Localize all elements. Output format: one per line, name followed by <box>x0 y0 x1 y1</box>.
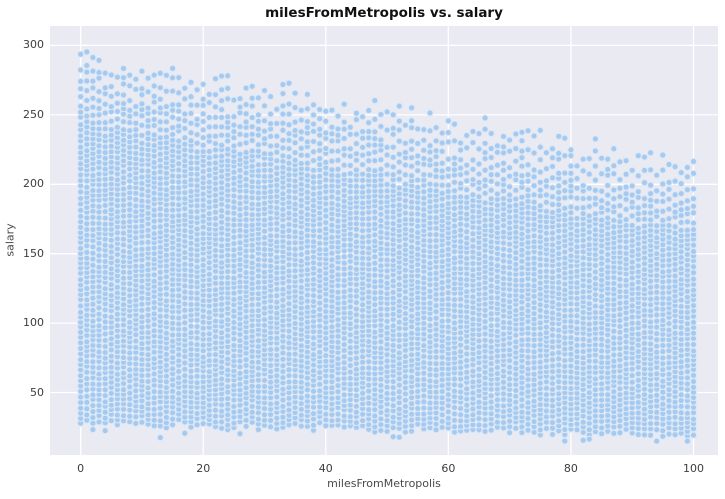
y-tick-label: 250 <box>23 107 44 121</box>
x-tick-label: 100 <box>682 462 704 475</box>
plot-area <box>50 26 718 455</box>
x-tick-label: 40 <box>318 462 333 475</box>
x-axis-label: milesFromMetropolis <box>327 477 441 490</box>
y-tick-label: 100 <box>23 316 44 330</box>
y-tick-label: 200 <box>23 177 44 191</box>
chart-title: milesFromMetropolis vs. salary <box>265 5 503 21</box>
x-tick-label: 20 <box>196 462 211 475</box>
y-tick-label: 150 <box>23 246 44 260</box>
x-tick-label: 60 <box>441 462 456 475</box>
y-tick-label: 50 <box>30 385 44 399</box>
scatter-canvas <box>50 26 718 455</box>
x-tick-label: 80 <box>563 462 578 475</box>
x-tick-label: 0 <box>77 462 85 475</box>
y-tick-label: 300 <box>23 38 44 52</box>
